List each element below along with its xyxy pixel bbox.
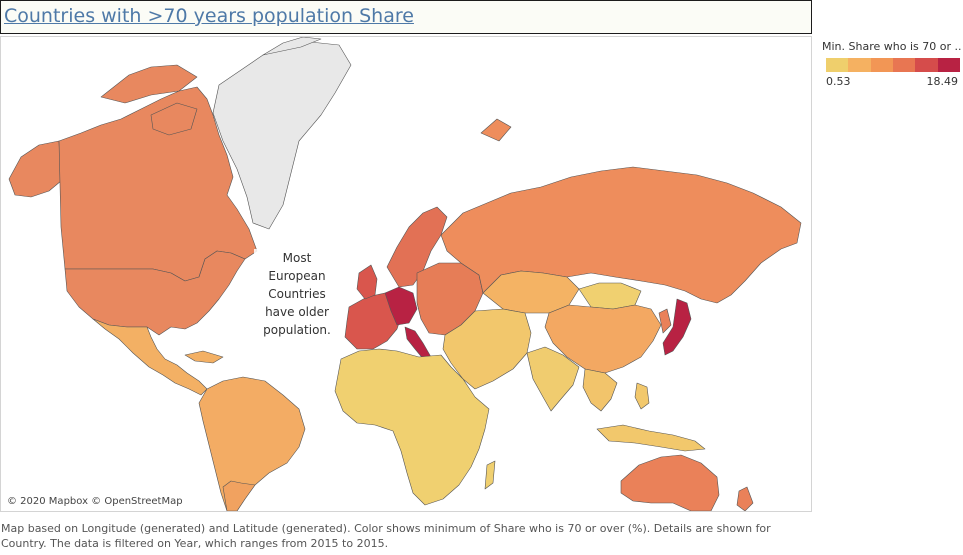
region-indonesia[interactable] xyxy=(596,424,706,452)
legend-title: Min. Share who is 70 or .. xyxy=(822,40,962,53)
region-south-america[interactable] xyxy=(198,376,306,511)
legend-min-label: 0.53 xyxy=(826,75,851,88)
region-scandinavia[interactable] xyxy=(386,206,448,288)
map-canvas[interactable] xyxy=(1,37,811,511)
region-new-zealand[interactable] xyxy=(736,486,754,511)
region-middle-east[interactable] xyxy=(442,308,532,390)
world-map[interactable]: Most European Countries have older popul… xyxy=(0,36,812,512)
map-attribution[interactable]: © 2020 Mapbox © OpenStreetMap xyxy=(7,496,183,507)
legend-swatch[interactable] xyxy=(937,58,960,72)
region-southeast-asia[interactable] xyxy=(582,368,618,412)
region-africa[interactable] xyxy=(334,348,490,506)
region-caribbean[interactable] xyxy=(184,350,224,364)
region-greenland-north[interactable] xyxy=(262,37,322,56)
region-india[interactable] xyxy=(526,346,580,412)
legend-swatch[interactable] xyxy=(870,58,893,72)
region-korea[interactable] xyxy=(658,308,672,334)
region-china[interactable] xyxy=(544,304,662,374)
region-alaska[interactable] xyxy=(8,140,62,198)
color-legend[interactable]: Min. Share who is 70 or .. 0.53 18.49 xyxy=(822,40,962,89)
region-mongolia[interactable] xyxy=(578,282,642,310)
legend-color-ramp[interactable] xyxy=(826,58,960,72)
region-canada-islands[interactable] xyxy=(100,64,198,104)
region-western-europe[interactable] xyxy=(344,292,402,350)
region-russia-north-islands[interactable] xyxy=(480,118,512,142)
dashboard-title[interactable]: Countries with >70 years population Shar… xyxy=(4,5,414,27)
region-uk[interactable] xyxy=(356,264,378,300)
legend-swatch[interactable] xyxy=(848,58,871,72)
region-germany[interactable] xyxy=(384,286,418,326)
map-annotation: Most European Countries have older popul… xyxy=(254,249,340,339)
legend-swatch[interactable] xyxy=(915,58,938,72)
legend-range: 0.53 18.49 xyxy=(822,75,962,89)
region-canada-islands-2[interactable] xyxy=(150,102,198,136)
region-mexico[interactable] xyxy=(92,318,208,396)
title-bar: Countries with >70 years population Shar… xyxy=(0,0,812,34)
region-madagascar[interactable] xyxy=(484,460,496,490)
legend-max-label: 18.49 xyxy=(926,75,959,88)
region-argentina-chile[interactable] xyxy=(222,480,256,511)
region-australia[interactable] xyxy=(620,454,720,511)
legend-swatch[interactable] xyxy=(892,58,916,72)
region-japan[interactable] xyxy=(662,298,692,356)
legend-swatch[interactable] xyxy=(826,58,849,72)
map-footnote: Map based on Longitude (generated) and L… xyxy=(1,522,771,550)
region-greenland[interactable] xyxy=(212,40,352,230)
region-philippines[interactable] xyxy=(634,382,650,410)
